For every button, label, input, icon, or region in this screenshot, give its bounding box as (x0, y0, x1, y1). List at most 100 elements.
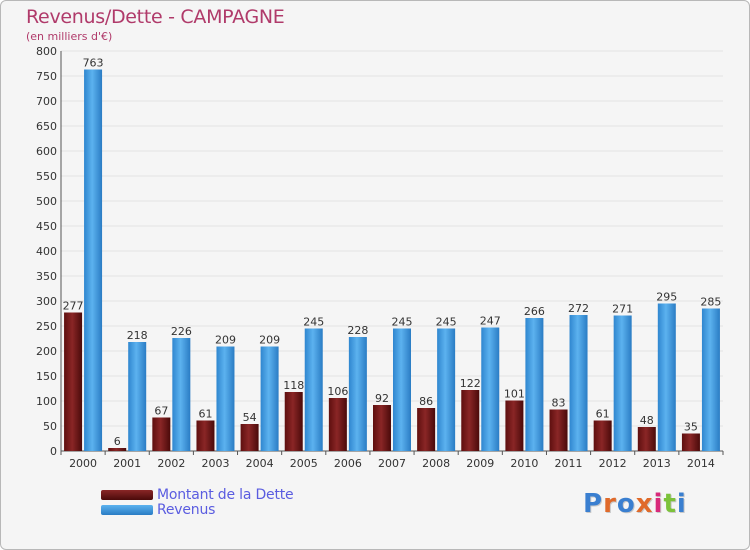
data-label-dette: 106 (327, 385, 348, 398)
grid-lines (61, 50, 723, 451)
y-tick-label: 650 (36, 120, 57, 133)
bar-dette (152, 417, 171, 451)
y-tick-label: 300 (36, 295, 57, 308)
bar-revenus (128, 342, 147, 451)
bar-revenus (569, 315, 588, 451)
chart-title: Revenus/Dette - CAMPAGNE (26, 6, 285, 28)
bar-revenus (216, 346, 235, 451)
bar-dette (196, 420, 215, 451)
y-tick-label: 350 (36, 270, 57, 283)
proxiti-logo: Proxiti (583, 489, 687, 519)
chart-subtitle: (en milliers d'€) (26, 30, 113, 43)
data-label-dette: 35 (684, 421, 698, 434)
bar-dette (64, 312, 83, 451)
data-label-revenus: 285 (700, 296, 721, 309)
y-tick-label: 700 (36, 95, 57, 108)
bar-revenus (348, 337, 367, 451)
x-tick-label: 2007 (378, 457, 406, 470)
data-label-dette: 122 (460, 377, 481, 390)
data-label-revenus: 218 (127, 329, 148, 342)
bar-dette (549, 409, 568, 451)
data-label-revenus: 209 (259, 334, 280, 347)
axes: 0 50 100 150 200 250 300 350 400 450 500 550 600 650 7… (36, 45, 724, 470)
data-label-dette: 83 (552, 397, 566, 410)
bar-revenus (657, 303, 676, 451)
y-tick-label: 200 (36, 345, 57, 358)
bar-dette (681, 433, 700, 451)
data-label-dette: 67 (154, 405, 168, 418)
data-label-dette: 48 (640, 414, 654, 427)
bar-revenus (393, 328, 411, 451)
data-label-revenus: 245 (303, 316, 324, 329)
y-tick-label: 0 (50, 445, 57, 458)
y-tick-label: 250 (36, 320, 57, 333)
legend-label-dette: Montant de la Dette (157, 487, 294, 503)
bar-revenus (437, 328, 456, 451)
y-tick-label: 100 (36, 395, 57, 408)
data-label-revenus: 228 (347, 324, 368, 337)
data-label-dette: 92 (375, 392, 389, 405)
x-tick-label: 2000 (69, 457, 97, 470)
x-tick-label: 2002 (157, 457, 185, 470)
y-tick-label: 600 (36, 145, 57, 158)
bars (64, 69, 720, 451)
y-tick-label: 550 (36, 170, 57, 183)
bar-dette (108, 448, 127, 451)
bar-dette (461, 390, 480, 451)
data-label-revenus: 266 (524, 305, 545, 318)
bar-dette (328, 398, 347, 451)
bar-dette (637, 427, 656, 451)
data-label-dette: 61 (596, 408, 610, 421)
data-label-dette: 61 (198, 408, 212, 421)
data-label-revenus: 295 (656, 291, 677, 304)
x-tick-label: 2008 (422, 457, 450, 470)
bar-revenus (613, 315, 632, 451)
legend-item-dette: Montant de la Dette (101, 487, 294, 503)
data-label-revenus: 271 (612, 303, 633, 316)
data-label-revenus: 226 (171, 325, 192, 338)
x-tick-label: 2013 (643, 457, 671, 470)
data-label-dette: 101 (504, 388, 525, 401)
x-tick-label: 2004 (246, 457, 274, 470)
data-label-dette: 6 (114, 435, 121, 448)
bar-dette (240, 424, 259, 451)
x-tick-label: 2009 (466, 457, 494, 470)
data-label-dette: 54 (243, 411, 257, 424)
data-labels: 277 763 6 218 67 226 61 209 54 209 118 245 106 228 92 2… (63, 57, 722, 449)
bar-revenus (304, 328, 323, 451)
y-tick-label: 800 (36, 45, 57, 58)
bar-dette (593, 420, 612, 451)
data-label-revenus: 209 (215, 334, 236, 347)
x-tick-label: 2003 (201, 457, 229, 470)
bar-revenus (525, 318, 544, 451)
legend-label-revenus: Revenus (157, 502, 216, 518)
data-label-dette: 118 (283, 379, 304, 392)
y-tick-label: 450 (36, 220, 57, 233)
y-tick-label: 750 (36, 70, 57, 83)
legend-item-revenus: Revenus (101, 502, 216, 518)
bar-dette (417, 408, 436, 451)
bar-revenus (84, 69, 103, 451)
data-label-dette: 86 (419, 395, 433, 408)
bar-revenus (481, 327, 500, 451)
x-tick-label: 2006 (334, 457, 362, 470)
legend-swatch-dette (101, 490, 153, 500)
y-tick-label: 150 (36, 370, 57, 383)
data-label-revenus: 763 (83, 57, 104, 70)
data-label-dette: 277 (63, 300, 84, 313)
y-tick-label: 500 (36, 195, 57, 208)
data-label-revenus: 245 (436, 316, 457, 329)
y-tick-label: 400 (36, 245, 57, 258)
x-tick-label: 2005 (290, 457, 318, 470)
bar-revenus (172, 338, 191, 451)
x-tick-label: 2014 (687, 457, 715, 470)
bar-dette (505, 400, 524, 451)
data-label-revenus: 272 (568, 302, 589, 315)
x-tick-label: 2010 (510, 457, 538, 470)
x-tick-label: 2011 (555, 457, 583, 470)
bar-revenus (260, 346, 279, 451)
bar-dette (373, 405, 391, 451)
bar-revenus (701, 308, 720, 451)
